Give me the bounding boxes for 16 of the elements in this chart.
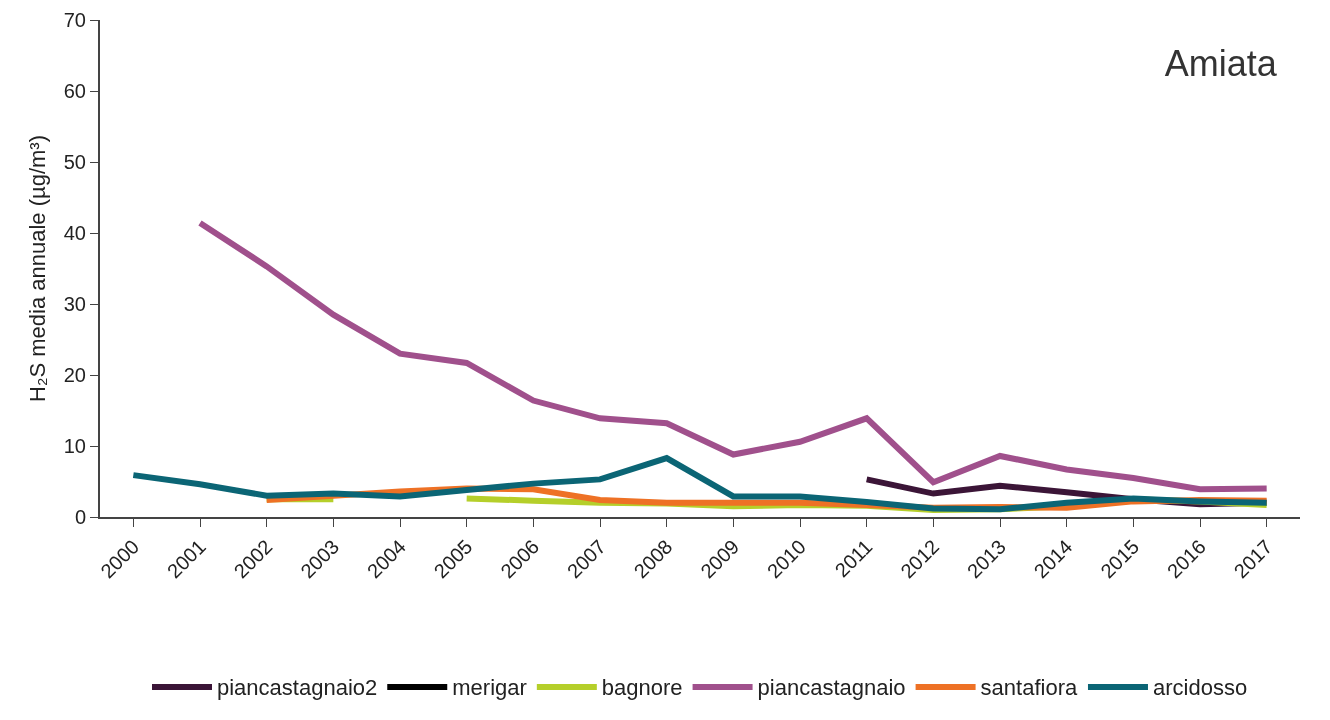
text: Amiata bbox=[1164, 42, 1278, 84]
y-tick-label: 10 bbox=[63, 435, 86, 457]
y-tick-label: 50 bbox=[63, 151, 86, 173]
legend-label: piancastagnaio bbox=[757, 675, 906, 701]
legend-label: arcidosso bbox=[1152, 675, 1248, 701]
legend-label: merigar bbox=[452, 675, 527, 701]
y-tick-label: 60 bbox=[63, 80, 86, 102]
y-tick-label: 30 bbox=[63, 293, 86, 315]
y-axis-title: H₂S media annuale (µg/m³) bbox=[25, 135, 50, 402]
legend-label: santafiora bbox=[980, 675, 1078, 701]
legend-label: piancastagnaio2 bbox=[217, 675, 378, 701]
legend-label: bagnore bbox=[601, 675, 683, 701]
y-tick-label: 70 bbox=[63, 9, 86, 31]
y-tick-label: 40 bbox=[63, 222, 86, 244]
y-tick-label: 20 bbox=[63, 364, 86, 386]
y-tick-label: 0 bbox=[74, 506, 86, 528]
